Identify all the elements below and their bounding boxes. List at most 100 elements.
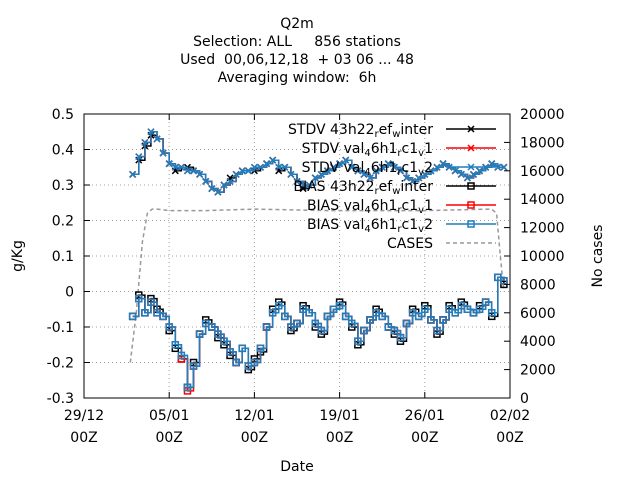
data-point [177, 351, 186, 360]
title-line: Used 00,06,12,18 + 03 06 ... 48 [180, 52, 414, 68]
data-point [238, 167, 246, 175]
data-point [196, 170, 204, 178]
legend-label-part: 4 [364, 205, 370, 216]
data-point [494, 163, 502, 171]
data-point [500, 277, 508, 285]
legend-label-part: v [418, 167, 424, 178]
data-point [141, 309, 149, 317]
series-2 [129, 128, 508, 196]
series-line [129, 208, 505, 363]
data-point [335, 301, 344, 310]
data-point [153, 135, 161, 143]
series-layer [128, 128, 508, 395]
x-tick-label: 26/01 [405, 408, 445, 424]
legend-label-part: r [375, 129, 380, 140]
data-point [135, 294, 143, 303]
y2-tick-label: 18000 [520, 135, 565, 151]
data-point [293, 177, 301, 185]
x-tick-label-hour: 00Z [241, 430, 268, 446]
data-point [421, 170, 429, 178]
legend-label-part: STDV val [302, 160, 365, 176]
data-point [165, 323, 173, 331]
legend-label: BIAS val46h1rc1v1 [307, 198, 433, 216]
legend-label-part: r [397, 148, 402, 159]
legend-label-part: w [392, 129, 400, 140]
data-point [323, 167, 331, 175]
data-point [311, 174, 319, 182]
y-axis-label: g/Kg [10, 240, 26, 272]
data-point [214, 188, 222, 196]
legend-label-part: 1 [424, 198, 433, 214]
x-tick-label: 12/01 [234, 408, 274, 424]
legend-label-part: BIAS 43h22 [293, 179, 374, 195]
y2-tick-label: 4000 [520, 334, 556, 350]
data-point [263, 160, 271, 168]
data-point [147, 298, 155, 306]
legend-label: CASES [387, 236, 433, 252]
data-point [214, 330, 222, 338]
data-point [467, 125, 475, 133]
y2-tick-label: 20000 [520, 107, 565, 123]
data-point [409, 177, 417, 185]
legend-label-part: 1 [424, 141, 433, 157]
data-point [202, 177, 210, 185]
data-point [467, 201, 475, 209]
x-tick-label: 02/02 [490, 408, 530, 424]
data-point [475, 305, 484, 313]
legend-label-part: v [418, 224, 424, 235]
data-point [433, 326, 441, 335]
data-point [469, 170, 478, 178]
x-tick-label-hour: 00Z [326, 430, 353, 446]
data-point [396, 333, 405, 342]
data-point [348, 163, 356, 171]
data-point [208, 185, 216, 193]
data-point [226, 348, 234, 356]
data-point [220, 181, 228, 189]
x-tick-label: 19/01 [319, 408, 359, 424]
data-point [226, 177, 234, 185]
title-line: Q2m [280, 16, 314, 32]
data-point [177, 163, 185, 171]
legend-label-part: 4 [364, 148, 370, 159]
legend-label-part: BIAS val [307, 217, 364, 233]
data-point [467, 220, 475, 228]
y-tick-label: -0.3 [47, 391, 74, 407]
data-point [220, 337, 228, 345]
legend-label-part: r [397, 224, 402, 235]
data-point [427, 316, 435, 324]
legend-label-part: 2 [424, 217, 433, 233]
x-tick-label-hour: 00Z [496, 430, 523, 446]
legend-label-part: w [392, 186, 400, 197]
title-line: Selection: ALL 856 stations [193, 34, 401, 50]
data-point [141, 138, 149, 146]
data-point [159, 149, 167, 157]
data-point [402, 319, 411, 328]
data-point [488, 160, 496, 168]
axis-ticks: 29/12 00Z 05/01 00Z 12/01 00Z 19/01 00Z 26/01 00Z… [47, 107, 565, 446]
data-point [329, 163, 338, 171]
legend-label-part: ef [379, 179, 394, 195]
y2-tick-label: 0 [520, 391, 529, 407]
legend-label-part: v [418, 148, 424, 159]
data-point [390, 163, 398, 171]
data-point [317, 326, 326, 335]
y-tick-label: 0.4 [52, 143, 74, 159]
data-point [135, 153, 143, 161]
y-tick-label: 0.3 [52, 178, 74, 194]
data-point [147, 128, 155, 136]
y-tick-label: 0.1 [52, 249, 74, 265]
data-point [274, 301, 283, 310]
data-point [287, 170, 295, 178]
legend-label-part: r [397, 205, 402, 216]
y-tick-label: 0.2 [52, 214, 74, 230]
data-point [293, 319, 301, 328]
data-point [467, 182, 475, 190]
data-point [171, 341, 180, 349]
data-point [457, 170, 465, 178]
legend-label: STDV 43h22refwinter [288, 122, 433, 140]
chart-title: Q2m Selection: ALL 856 stations Used 00,06… [180, 16, 414, 86]
x-tick-label: 29/12 [64, 408, 104, 424]
data-point [281, 312, 289, 321]
